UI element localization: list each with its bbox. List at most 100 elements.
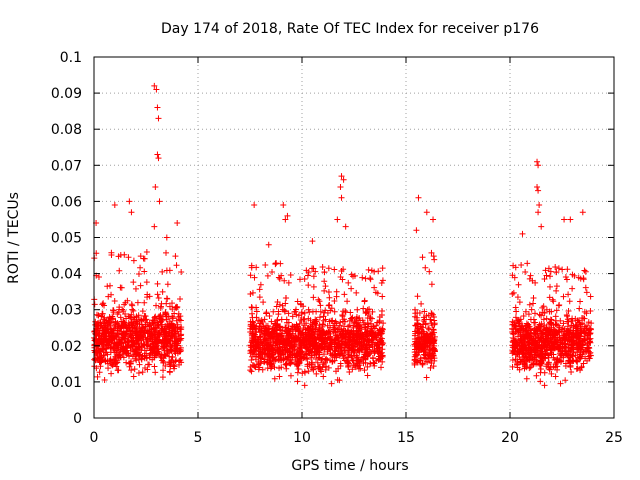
data-point [283,356,290,363]
data-point [523,375,530,382]
data-point [533,348,540,355]
data-point [148,332,155,339]
data-point [177,295,184,302]
data-point [318,345,325,352]
data-point [569,271,576,278]
data-point [98,313,105,320]
data-point [377,329,384,336]
data-point [331,352,338,359]
data-point [96,339,103,346]
data-point [134,334,141,341]
data-point [528,306,535,313]
data-point [262,261,269,268]
data-point [540,303,547,310]
data-point [557,352,564,359]
data-point [570,322,577,329]
data-point [418,330,425,337]
data-point [110,309,117,316]
data-point [430,338,437,345]
data-point [167,363,174,370]
data-point [310,265,317,272]
data-point [416,349,423,356]
x-tick-label: 15 [397,430,415,446]
data-point [350,336,357,343]
data-point [547,273,554,280]
data-point [282,361,289,368]
data-point [95,312,102,319]
data-point [338,267,345,274]
data-point [303,320,310,327]
data-point [153,302,160,309]
data-point [531,329,538,336]
data-point [574,365,581,372]
data-point [428,281,435,288]
data-point [261,330,268,337]
data-point [510,262,517,269]
data-point [513,308,520,315]
data-point [121,301,128,308]
data-point [177,356,184,363]
data-point [105,321,112,328]
data-point [378,279,385,286]
data-point [306,346,313,353]
data-point [135,336,142,343]
data-point [575,334,582,341]
data-point [137,264,144,271]
data-point [548,328,555,335]
data-point [249,362,256,369]
data-point [576,305,583,312]
data-point [582,284,589,291]
data-point [134,299,141,306]
data-point [525,353,532,360]
data-point [545,364,552,371]
data-point [163,295,170,302]
data-point [313,342,320,349]
data-point [309,238,316,245]
y-tick-label: 0.07 [51,158,82,174]
data-point [550,327,557,334]
data-point [552,373,559,380]
data-point [270,351,277,358]
data-point [364,372,371,379]
data-point [160,344,167,351]
data-point [375,356,382,363]
data-point [553,283,560,290]
data-point [301,316,308,323]
data-point [120,318,127,325]
data-point [416,310,423,317]
data-point [509,344,516,351]
data-point [431,333,438,340]
data-point [305,282,312,289]
data-point [271,334,278,341]
data-point [295,351,302,358]
data-point [155,155,162,162]
data-point [550,298,557,305]
data-point [565,335,572,342]
data-point [585,319,592,326]
data-point [546,366,553,373]
data-point [515,320,522,327]
data-point [313,336,320,343]
data-point [147,343,154,349]
data-point [345,363,352,370]
data-point [120,354,127,361]
data-point [566,298,573,305]
data-point [545,320,552,327]
data-point [272,320,279,327]
data-point [333,288,340,295]
data-point [538,223,545,230]
data-point [167,347,174,354]
data-point [413,340,420,347]
data-point [331,297,338,304]
data-point [134,324,141,331]
data-point [173,303,180,310]
data-point [304,361,311,368]
data-point [535,162,542,169]
data-point [149,338,156,345]
data-point [346,368,353,375]
data-point [161,351,168,358]
data-point [522,308,529,315]
data-point [159,374,166,381]
data-point [151,363,158,370]
